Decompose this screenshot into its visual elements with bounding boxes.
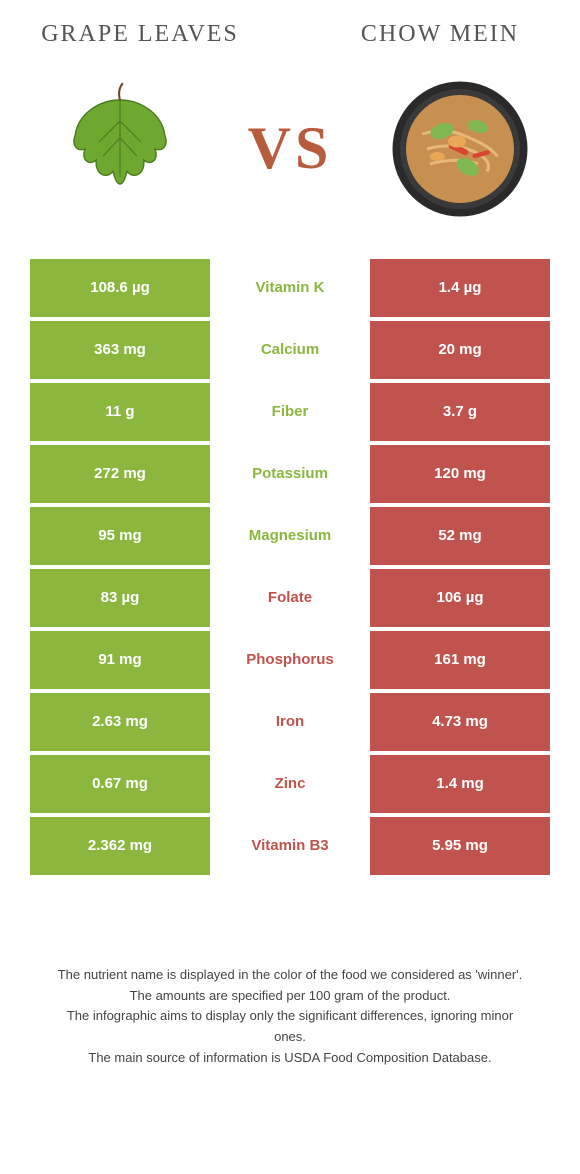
nutrient-table: 108.6 µgVitamin K1.4 µg363 mgCalcium20 m… xyxy=(30,259,550,875)
left-value: 83 µg xyxy=(30,569,210,627)
nutrient-name: Phosphorus xyxy=(210,631,370,689)
footer-line: The main source of information is USDA F… xyxy=(50,1048,530,1069)
right-value: 52 mg xyxy=(370,507,550,565)
nutrient-name: Iron xyxy=(210,693,370,751)
nutrient-name: Potassium xyxy=(210,445,370,503)
table-row: 272 mgPotassium120 mg xyxy=(30,445,550,503)
nutrient-name: Fiber xyxy=(210,383,370,441)
table-row: 108.6 µgVitamin K1.4 µg xyxy=(30,259,550,317)
right-value: 4.73 mg xyxy=(370,693,550,751)
left-value: 2.362 mg xyxy=(30,817,210,875)
right-value: 120 mg xyxy=(370,445,550,503)
table-row: 11 gFiber3.7 g xyxy=(30,383,550,441)
footer-notes: The nutrient name is displayed in the co… xyxy=(30,965,550,1069)
right-value: 20 mg xyxy=(370,321,550,379)
nutrient-name: Folate xyxy=(210,569,370,627)
table-row: 2.362 mgVitamin B35.95 mg xyxy=(30,817,550,875)
nutrient-name: Calcium xyxy=(210,321,370,379)
footer-line: The amounts are specified per 100 gram o… xyxy=(50,986,530,1007)
images-row: VS xyxy=(30,69,550,229)
right-value: 106 µg xyxy=(370,569,550,627)
table-row: 91 mgPhosphorus161 mg xyxy=(30,631,550,689)
left-value: 0.67 mg xyxy=(30,755,210,813)
left-value: 91 mg xyxy=(30,631,210,689)
table-row: 363 mgCalcium20 mg xyxy=(30,321,550,379)
right-value: 3.7 g xyxy=(370,383,550,441)
right-food-title: CHOW MEIN xyxy=(330,20,550,49)
left-food-title: GRAPE LEAVES xyxy=(30,20,250,49)
nutrient-name: Magnesium xyxy=(210,507,370,565)
right-value: 1.4 µg xyxy=(370,259,550,317)
header: GRAPE LEAVES CHOW MEIN xyxy=(30,20,550,49)
left-value: 95 mg xyxy=(30,507,210,565)
right-value: 5.95 mg xyxy=(370,817,550,875)
right-food-image xyxy=(380,69,540,229)
right-value: 1.4 mg xyxy=(370,755,550,813)
right-value: 161 mg xyxy=(370,631,550,689)
left-value: 2.63 mg xyxy=(30,693,210,751)
nutrient-name: Vitamin B3 xyxy=(210,817,370,875)
nutrient-name: Vitamin K xyxy=(210,259,370,317)
table-row: 0.67 mgZinc1.4 mg xyxy=(30,755,550,813)
nutrient-name: Zinc xyxy=(210,755,370,813)
footer-line: The nutrient name is displayed in the co… xyxy=(50,965,530,986)
left-value: 11 g xyxy=(30,383,210,441)
left-value: 363 mg xyxy=(30,321,210,379)
vs-label: VS xyxy=(248,114,333,183)
table-row: 95 mgMagnesium52 mg xyxy=(30,507,550,565)
table-row: 83 µgFolate106 µg xyxy=(30,569,550,627)
left-food-image xyxy=(40,69,200,229)
footer-line: The infographic aims to display only the… xyxy=(50,1006,530,1048)
left-value: 272 mg xyxy=(30,445,210,503)
left-value: 108.6 µg xyxy=(30,259,210,317)
table-row: 2.63 mgIron4.73 mg xyxy=(30,693,550,751)
